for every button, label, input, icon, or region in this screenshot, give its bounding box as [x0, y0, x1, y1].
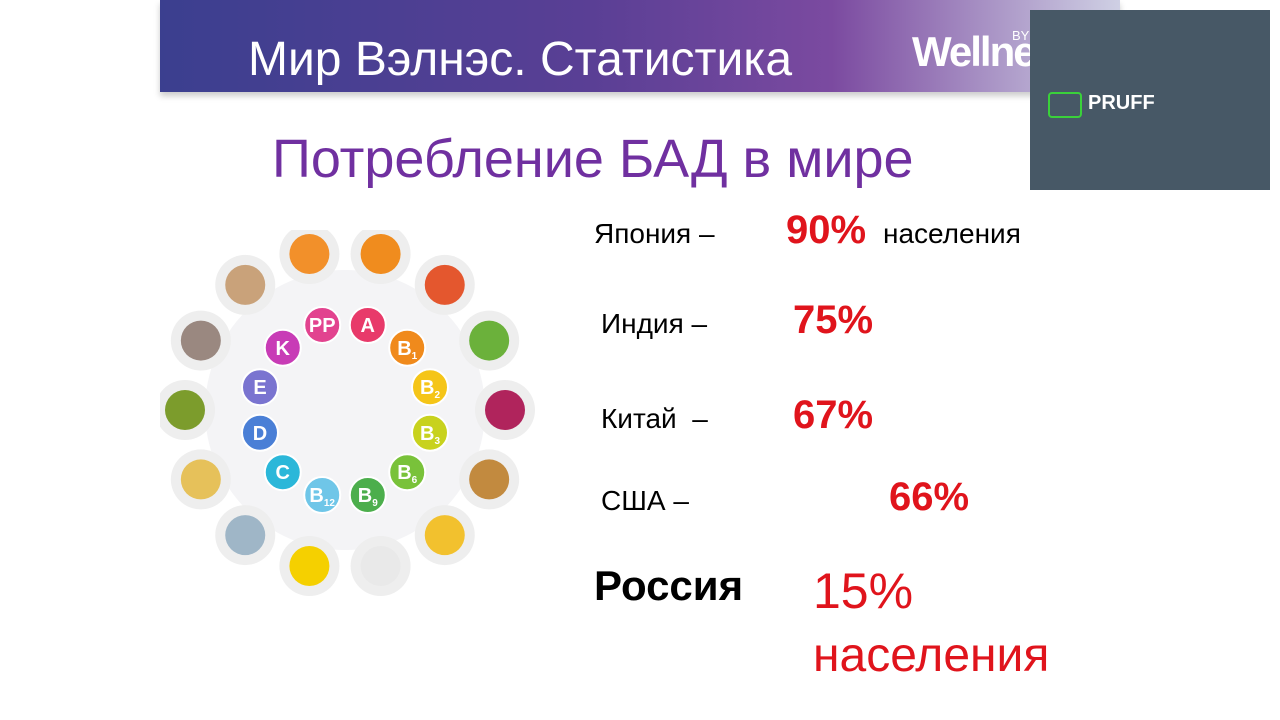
food [180, 459, 221, 500]
vitamin-ball [263, 453, 302, 492]
vitamin-letter: B [309, 485, 323, 507]
country: Россия [594, 562, 744, 609]
vitamin-label: E [253, 377, 266, 399]
vitamin-ball [388, 328, 427, 367]
vitamin-label: B3 [420, 423, 440, 447]
header-title: Мир Вэлнэс. Статистика [248, 33, 793, 86]
note: населения [883, 218, 1021, 249]
vitamin-letter: K [276, 338, 291, 360]
food [360, 545, 401, 586]
vitamin-label: B2 [420, 377, 440, 401]
vitamin-label: B6 [397, 462, 417, 486]
food [424, 264, 465, 305]
food [225, 264, 266, 305]
watermark-box [1030, 10, 1270, 190]
food [289, 234, 330, 275]
vitamin-letter: C [276, 462, 290, 484]
food [424, 515, 465, 556]
food [469, 459, 510, 500]
vitamin-ball [303, 476, 342, 515]
vitamin-letter: E [253, 377, 266, 399]
food [225, 515, 266, 556]
country: Китай – [601, 403, 708, 434]
vitamin-ball [303, 305, 342, 344]
vitamin-ball [388, 453, 427, 492]
vitamin-label: B12 [309, 485, 335, 509]
vitamin-label: A [361, 315, 375, 337]
vitamin-label: C [276, 462, 290, 484]
vitamin-sub: 2 [434, 390, 440, 401]
country: Япония – [594, 218, 715, 249]
vitamin-letter: B [397, 462, 411, 484]
vitamin-letter: D [253, 423, 267, 445]
vitamin-label: B9 [358, 485, 378, 509]
vitamin-ball [240, 368, 279, 407]
vitamin-sub: 12 [324, 498, 336, 509]
vitamin-letter: A [361, 315, 375, 337]
vitamin-letter: B [397, 338, 411, 360]
vitamin-ball [348, 476, 387, 515]
food [485, 390, 525, 430]
vitamin-ball [263, 328, 302, 367]
vitamin-letter: B [420, 377, 434, 399]
watermark-text: PRUFF [1088, 92, 1155, 114]
percent: 66% [889, 475, 970, 519]
food [360, 234, 401, 275]
percent: 15% [813, 563, 914, 619]
food [165, 390, 205, 430]
food [180, 320, 221, 361]
vitamin-letter: B [420, 423, 434, 445]
vitamin-label: PP [309, 315, 336, 337]
vitamin-ball [411, 368, 450, 407]
vitamin-sub: 6 [412, 475, 418, 486]
vitamin-letter: B [358, 485, 372, 507]
vitamin-sub: 9 [372, 498, 378, 509]
vitamin-sub: 1 [412, 351, 418, 362]
vitamin-letter: PP [309, 315, 336, 337]
food [469, 320, 510, 361]
watermark-icon [1048, 92, 1082, 118]
subtitle: Потребление БАД в мире [272, 129, 914, 189]
percent: 67% [793, 393, 874, 437]
vitamin-ball [240, 413, 279, 452]
vitamin-ball [348, 305, 387, 344]
vitamin-label: D [253, 423, 267, 445]
vitamin-ball [411, 413, 450, 452]
food [289, 545, 330, 586]
percent: 75% [793, 298, 874, 342]
logo: Wellne [912, 28, 1037, 75]
note: населения [813, 629, 1050, 682]
country: Индия – [601, 308, 708, 339]
vitamin-sub: 3 [434, 436, 440, 447]
vitamin-label: B1 [397, 338, 417, 362]
header-band [160, 0, 1120, 92]
country: США – [601, 485, 689, 516]
percent: 90% [786, 208, 867, 252]
vitamin-label: K [276, 338, 291, 360]
